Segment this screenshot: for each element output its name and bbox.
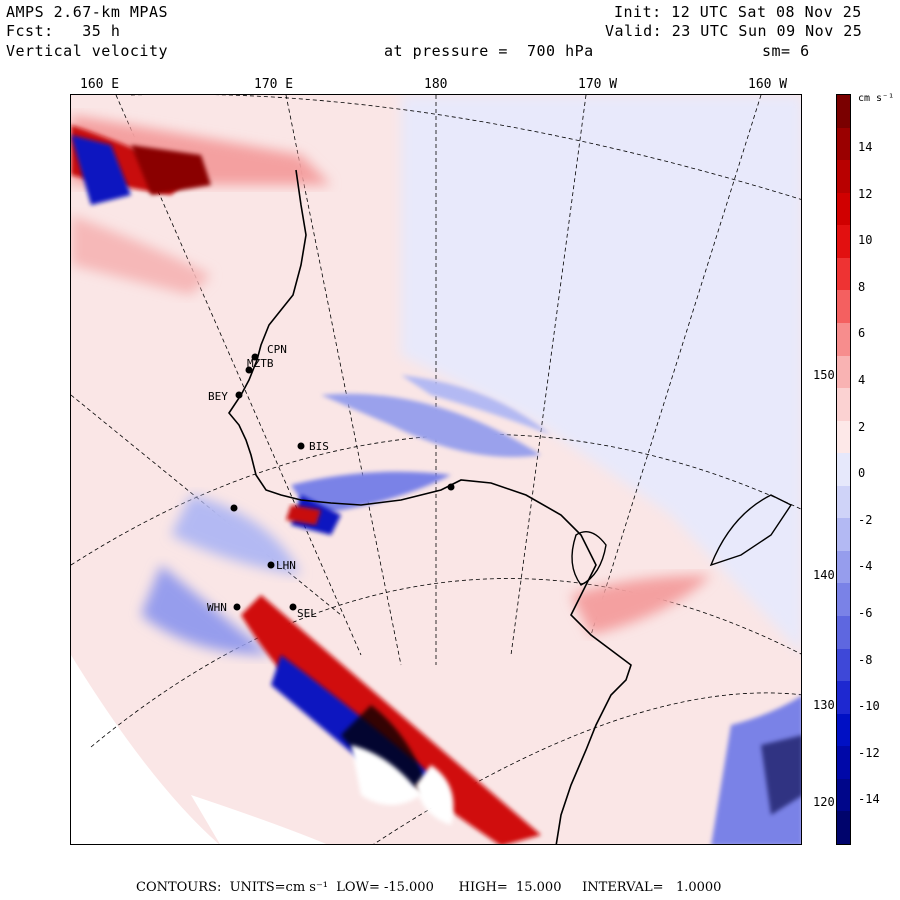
colorbar-swatch [837, 746, 850, 780]
colorbar-swatch [837, 518, 850, 552]
colorbar-swatch [837, 681, 850, 715]
colorbar-tick-label: -8 [858, 652, 873, 667]
colorbar-tick-label: -2 [858, 512, 873, 527]
colorbar-swatch [837, 388, 850, 422]
colorbar-tick-label: 14 [858, 140, 873, 154]
field-name: Vertical velocity [6, 42, 169, 60]
colorbar-swatch [837, 290, 850, 324]
colorbar-tick-label: -4 [858, 559, 873, 574]
lon-label-160e: 160 E [80, 77, 120, 92]
model-title: AMPS 2.67-km MPAS [6, 3, 169, 21]
colorbar-swatch [837, 453, 850, 487]
station-sel: SEL [297, 607, 317, 620]
station-bey: BEY [208, 390, 228, 403]
colorbar-swatch [837, 95, 850, 129]
colorbar-swatch [837, 127, 850, 161]
colorbar-tick-label: 2 [858, 419, 866, 434]
colorbar-swatch [837, 192, 850, 226]
colorbar-swatch [837, 257, 850, 291]
lon-label-170w: 170 W [578, 77, 618, 92]
colorbar-tick-label: 4 [858, 373, 866, 387]
station-cpn: CPN [267, 343, 287, 356]
colorbar-tick-label: -14 [858, 792, 880, 807]
contour-info: CONTOURS: UNITS=cm s⁻¹ LOW= -15.000 HIGH… [136, 880, 722, 895]
colorbar-tick-label: -10 [858, 699, 880, 714]
colorbar-swatch [837, 420, 850, 454]
colorbar-tick-label: 10 [858, 233, 873, 248]
colorbar-swatch [837, 225, 850, 259]
valid-time: Valid: 23 UTC Sun 09 Nov 25 [605, 22, 863, 40]
colorbar-tick-label: 12 [858, 186, 873, 201]
colorbar-swatch [837, 583, 850, 617]
smoothing: sm= 6 [762, 42, 810, 60]
colorbar-swatch [837, 616, 850, 650]
vertical-velocity-map: CPN MZTB BEY BIS SEL WHN LHN [71, 95, 801, 844]
colorbar-tick-label: -12 [858, 745, 880, 760]
lon-label-170e: 170 E [254, 77, 294, 92]
map-panel: CPN MZTB BEY BIS SEL WHN LHN [70, 94, 802, 845]
colorbar [836, 94, 851, 845]
colorbar-swatch [837, 160, 850, 194]
colorbar-swatch [837, 485, 850, 519]
pressure-level: at pressure = 700 hPa [384, 42, 594, 60]
colorbar-tick-label: -6 [858, 606, 873, 620]
init-time: Init: 12 UTC Sat 08 Nov 25 [614, 3, 862, 21]
forecast-hour: Fcst: 35 h [6, 22, 121, 40]
colorbar-swatch [837, 648, 850, 682]
station-bis: BIS [309, 440, 329, 453]
station-markers: CPN MZTB BEY BIS SEL WHN LHN [207, 343, 455, 620]
colorbar-units: cm s⁻¹ [858, 93, 895, 104]
colorbar-swatch [837, 322, 850, 357]
colorbar-swatch [837, 713, 850, 747]
colorbar-tick-label: 6 [858, 326, 866, 341]
colorbar-swatch [837, 550, 850, 584]
colorbar-swatch [837, 355, 850, 389]
colorbar-swatch [837, 811, 850, 845]
station-whn: WHN [207, 601, 227, 614]
lon-label-180: 180 [424, 77, 448, 92]
lon-label-160w: 160 W [748, 77, 788, 92]
station-mztb: MZTB [247, 357, 274, 370]
colorbar-tick-label: 0 [858, 466, 866, 481]
station-lhn: LHN [276, 559, 296, 572]
colorbar-swatch [837, 778, 850, 812]
colorbar-tick-label: 8 [858, 279, 866, 294]
